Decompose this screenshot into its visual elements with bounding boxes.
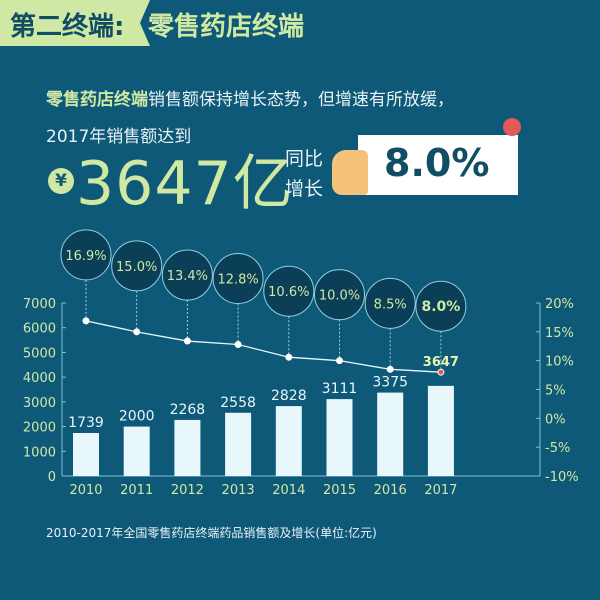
growth-point	[82, 317, 90, 325]
bar-value-label: 2268	[170, 402, 206, 418]
yoy-label: 同比 增长	[285, 144, 325, 204]
yoy-card: 8.0%	[358, 135, 518, 195]
header: 第二终端: 零售药店终端	[0, 0, 600, 50]
growth-label: 15.0%	[116, 260, 157, 275]
hand-icon	[332, 150, 368, 195]
growth-bubble	[364, 277, 416, 329]
bar	[326, 399, 353, 476]
right-tick-label: 20%	[545, 297, 574, 312]
ribbon-icon	[503, 118, 521, 136]
chart-caption: 2010-2017年全国零售药店终端药品销售额及增长(单位:亿元)	[46, 526, 377, 540]
bar	[377, 392, 404, 476]
left-tick-label: 5000	[23, 346, 56, 361]
bar-value-label: 3111	[322, 381, 358, 397]
x-tick-label: 2014	[272, 483, 305, 498]
yen-icon: ¥	[48, 168, 74, 194]
left-tick-label: 6000	[23, 322, 56, 337]
x-tick-label: 2011	[120, 483, 153, 498]
right-tick-label: 15%	[545, 326, 574, 341]
x-tick-label: 2017	[424, 483, 457, 498]
intro-highlight: 零售药店终端	[46, 90, 148, 110]
bar-value-label: 1739	[68, 415, 104, 431]
bar	[275, 406, 302, 476]
intro-text: 零售药店终端销售额保持增长态势，但增速有所放缓，	[46, 85, 454, 110]
growth-bubble	[263, 265, 315, 317]
x-tick-label: 2013	[222, 483, 255, 498]
bar	[123, 426, 150, 476]
yoy-value: 8.0%	[384, 141, 490, 185]
left-tick-label: 1000	[23, 445, 56, 460]
growth-line	[85, 320, 441, 373]
right-tick-label: -5%	[545, 441, 570, 456]
growth-bubble	[111, 240, 163, 292]
growth-bubble	[161, 249, 213, 301]
growth-point	[183, 337, 191, 345]
growth-label: 13.4%	[167, 269, 208, 284]
left-tick-label: 4000	[23, 371, 56, 386]
bar-value-label: 2000	[119, 409, 155, 425]
growth-point	[285, 353, 293, 361]
left-tick-label: 0	[48, 470, 56, 485]
growth-point	[133, 328, 141, 336]
growth-bubble	[60, 229, 112, 281]
intro-line2: 2017年销售额达到	[46, 127, 192, 147]
headline-amount: 3647亿	[76, 149, 294, 219]
bar	[225, 412, 252, 476]
left-tick-label: 2000	[23, 421, 56, 436]
page-title: 零售药店终端	[148, 12, 305, 42]
growth-bubble	[212, 253, 264, 305]
growth-point	[437, 368, 445, 376]
bar	[73, 433, 99, 476]
section-label: 第二终端:	[10, 12, 125, 42]
left-tick-label: 7000	[23, 297, 56, 312]
growth-label: 16.9%	[65, 249, 106, 264]
intro-body: 销售额保持增长态势，但增速有所放缓，	[148, 90, 454, 110]
bar-value-label: 2828	[271, 388, 307, 404]
yoy-label-2: 增长	[285, 178, 324, 200]
right-tick-label: 5%	[545, 384, 566, 399]
bar	[427, 385, 454, 476]
growth-label: 10.6%	[268, 285, 309, 300]
x-tick-label: 2012	[171, 483, 204, 498]
yoy-label-1: 同比	[285, 148, 324, 170]
growth-label: 8.0%	[421, 299, 460, 315]
x-tick-label: 2010	[69, 483, 102, 498]
x-tick-label: 2015	[323, 483, 356, 498]
bar-value-label: 2558	[220, 395, 256, 411]
growth-point	[234, 341, 242, 349]
right-tick-label: 0%	[545, 412, 566, 427]
growth-point	[336, 357, 343, 365]
growth-label: 8.5%	[374, 297, 407, 312]
growth-bubble	[314, 269, 365, 321]
growth-point	[386, 365, 394, 373]
growth-label: 10.0%	[319, 289, 360, 304]
growth-label: 12.8%	[217, 273, 258, 288]
right-tick-label: 10%	[545, 355, 574, 370]
bar	[174, 419, 201, 476]
growth-bubble	[415, 280, 467, 332]
bar-value-label: 3647	[423, 355, 459, 370]
x-tick-label: 2016	[374, 483, 407, 498]
bar-value-label: 3375	[372, 375, 408, 391]
section-tab: 第二终端:	[0, 0, 150, 46]
right-tick-label: -10%	[545, 470, 579, 485]
left-tick-label: 3000	[23, 396, 56, 411]
